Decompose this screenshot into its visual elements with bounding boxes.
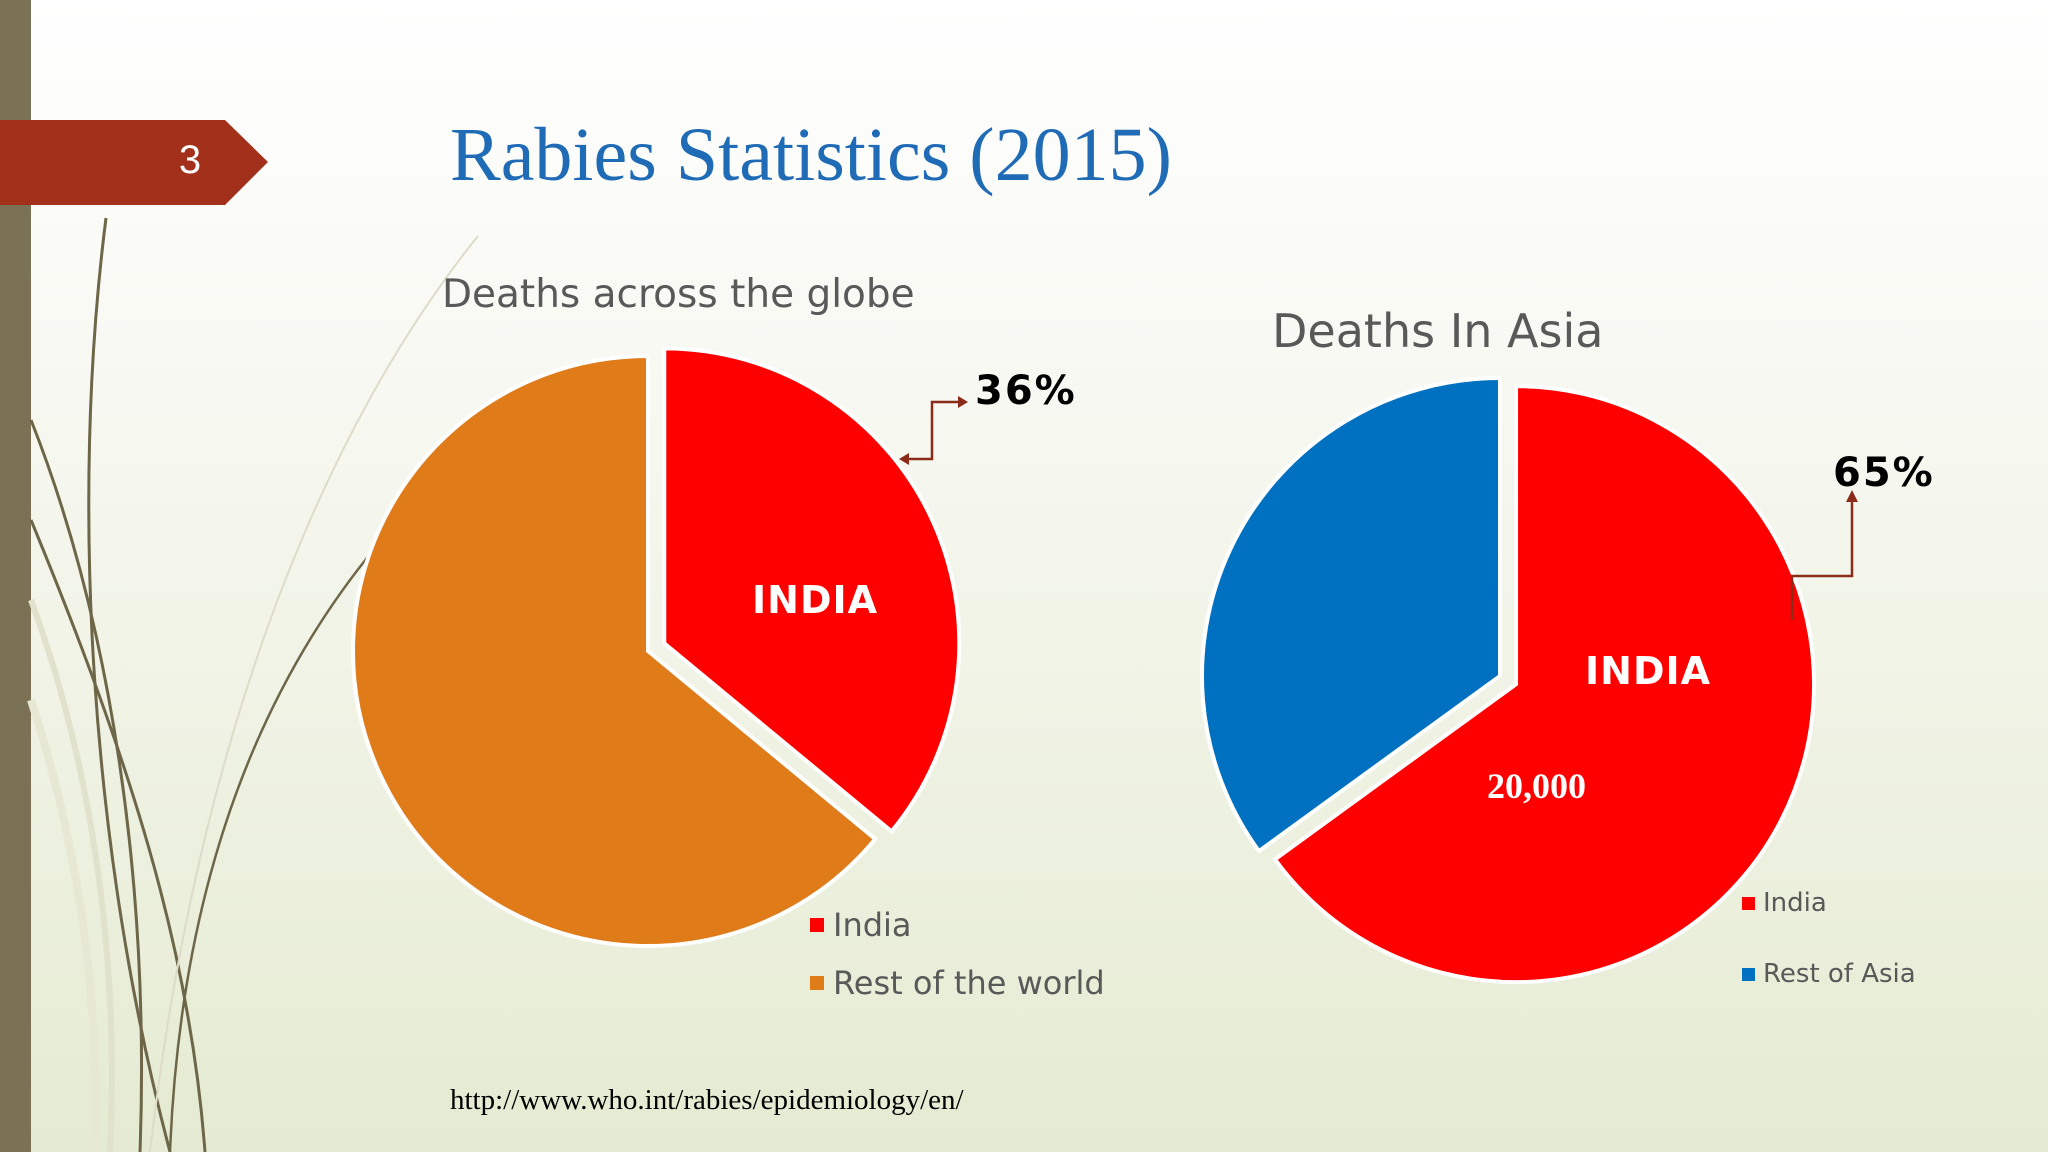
source-citation: http://www.who.int/rabies/epidemiology/e…	[450, 1084, 964, 1117]
callout-65-percent: 65%	[1833, 450, 1935, 496]
legend-label-india: India	[833, 906, 912, 944]
legend-item-india-asia: India	[1742, 888, 1827, 918]
legend-label-rest-of-asia: Rest of Asia	[1763, 959, 1916, 989]
callout-line-36	[903, 402, 958, 459]
legend-label-rest-of-world: Rest of the world	[833, 964, 1105, 1002]
slice-value-india-asia: 20,000	[1487, 765, 1586, 807]
legend-swatch-india-asia	[1742, 897, 1755, 910]
legend-swatch-india	[810, 918, 824, 932]
slice-label-india-globe: INDIA	[752, 578, 878, 622]
legend-item-rest-of-asia: Rest of Asia	[1742, 959, 1916, 989]
legend-label-india-asia: India	[1763, 888, 1827, 918]
legend-item-rest-of-world: Rest of the world	[810, 964, 1105, 1002]
slice-label-india-asia: INDIA	[1585, 649, 1711, 693]
callout-arrow-36	[958, 396, 968, 408]
legend-swatch-rest-of-world	[810, 976, 824, 990]
legend-item-india: India	[810, 906, 912, 944]
legend-swatch-rest-of-asia	[1742, 968, 1755, 981]
callout-36-percent: 36%	[975, 368, 1077, 414]
